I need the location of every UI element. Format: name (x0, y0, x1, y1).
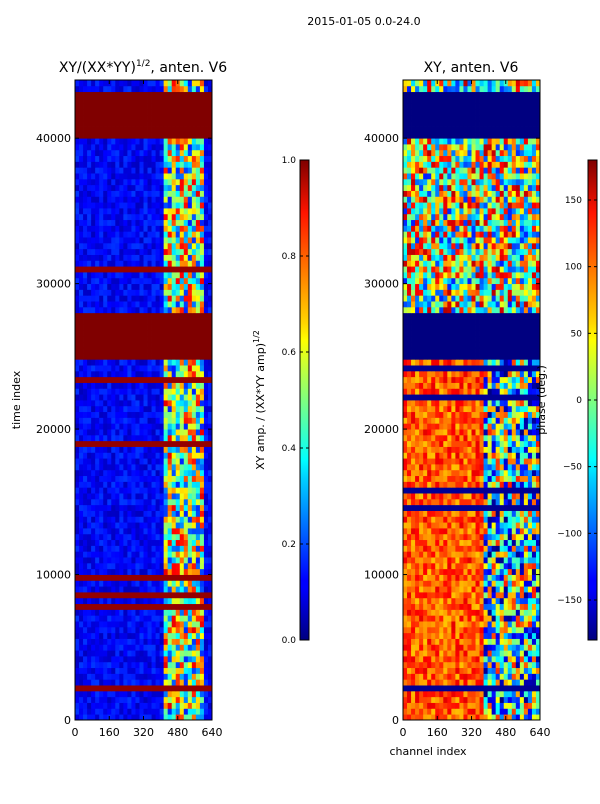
x-tick-label: 160 (99, 726, 120, 739)
colorbar-tick-label: 50 (571, 329, 583, 339)
y-tick-label: 10000 (364, 569, 399, 582)
y-tick-label: 0 (392, 714, 399, 727)
heatmap-image (75, 80, 212, 720)
panel-title: XY/(XX*YY)1/2, anten. V6 (59, 59, 227, 76)
panel-title-suffix: , anten. V6 (150, 60, 227, 76)
y-tick-label: 30000 (36, 278, 71, 291)
colorbar-tick-label: 150 (565, 196, 582, 206)
colorbar-tick-label: 0.6 (282, 348, 297, 358)
colorbar-tick-label: 0.8 (282, 252, 297, 262)
y-tick-label: 10000 (36, 569, 71, 582)
y-axis-label: time index (10, 370, 23, 429)
y-tick-label: 30000 (364, 278, 399, 291)
panel-title: XY, anten. V6 (424, 60, 519, 76)
colorbar-tick-label: 0.2 (282, 540, 296, 550)
colorbar-tick-label: −150 (557, 596, 582, 606)
colorbar-tick-label: −50 (563, 463, 582, 473)
x-tick-label: 640 (530, 726, 551, 739)
y-tick-label: 20000 (36, 423, 71, 436)
x-tick-label: 640 (202, 726, 223, 739)
figure-suptitle: 2015-01-05 0.0-24.0 (307, 15, 420, 28)
x-tick-label: 0 (72, 726, 79, 739)
x-tick-label: 0 (400, 726, 407, 739)
colorbar-label-text: XY amp. / (XX*YY amp) (254, 343, 267, 470)
panel-title-text: XY, anten. V6 (424, 60, 519, 76)
colorbar-tick-label: 0.0 (282, 636, 297, 646)
panel-title-text: XY/(XX*YY) (59, 60, 136, 76)
x-tick-label: 160 (427, 726, 448, 739)
colorbar-label-text: phase (deg.) (535, 365, 548, 435)
colorbar (300, 160, 309, 640)
colorbar-tick-label: 100 (565, 263, 582, 273)
heatmap-image (403, 80, 540, 720)
colorbar-label: XY amp. / (XX*YY amp)1/2 (252, 330, 267, 470)
x-tick-label: 480 (167, 726, 188, 739)
colorbar-tick-label: 1.0 (282, 156, 297, 166)
y-tick-label: 40000 (364, 132, 399, 145)
panel-phase: 0 160 320 480 640 0 10000 20000 30000 40000 XY, an… (364, 60, 597, 739)
y-tick-label: 0 (64, 714, 71, 727)
colorbar-tick-label: −100 (557, 529, 582, 539)
colorbar-tick-label: 0.4 (282, 444, 297, 454)
colorbar-tick-label: 0 (576, 396, 582, 406)
panel-title-superscript: 1/2 (136, 59, 150, 69)
colorbar-label-superscript: 1/2 (252, 330, 261, 343)
panel-amplitude: 0 160 320 480 640 0 10000 20000 30000 40000 XY/(XX… (36, 59, 309, 739)
x-tick-label: 320 (461, 726, 482, 739)
colorbar-label: phase (deg.) (535, 365, 548, 435)
x-tick-label: 320 (133, 726, 154, 739)
x-tick-label: 480 (495, 726, 516, 739)
y-tick-label: 20000 (364, 423, 399, 436)
y-tick-label: 40000 (36, 132, 71, 145)
x-axis-label: channel index (389, 745, 467, 758)
